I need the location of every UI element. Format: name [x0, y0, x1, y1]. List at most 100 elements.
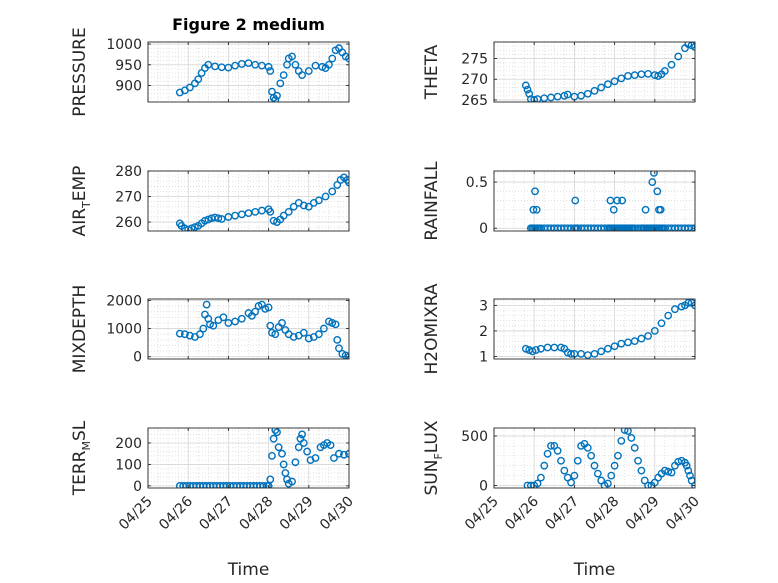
data-point	[604, 80, 612, 89]
data-point	[521, 81, 530, 90]
subplot-8: 0 500 04/25 04/26 04/27 04/28 04/29 04/30 SUNFLU…	[422, 420, 703, 580]
data-point	[335, 344, 343, 353]
data-point	[604, 479, 612, 488]
ylabel-part: THETA	[422, 44, 442, 100]
chart-title: Figure 2 medium	[172, 15, 325, 34]
ylabel-part: H2OMIXRA	[422, 283, 442, 374]
data-point	[644, 481, 652, 488]
ylabel: AIRTEMP	[70, 166, 93, 237]
data-point	[299, 201, 308, 210]
data-point	[291, 458, 300, 467]
data-point	[289, 202, 298, 211]
series-markers	[526, 171, 695, 231]
data-point	[530, 96, 539, 102]
data-point	[614, 451, 622, 460]
ytick-label: 0	[133, 479, 142, 495]
data-point	[331, 320, 340, 329]
data-point	[650, 327, 659, 335]
xlabel: Time	[573, 560, 616, 580]
data-point	[573, 456, 582, 465]
ytick-label: 1000	[106, 37, 142, 53]
data-point	[279, 460, 288, 469]
ytick-label: 200	[115, 436, 142, 452]
ylabel-part: MIXDEPTH	[70, 285, 90, 374]
data-point	[583, 89, 592, 98]
ytick-label: 2	[479, 324, 488, 340]
series-markers	[175, 173, 349, 231]
data-point	[294, 443, 303, 452]
subplot-3: 260 270 280 AIRTEMP	[70, 164, 350, 237]
ytick-label: 900	[115, 78, 142, 94]
data-point	[303, 447, 312, 456]
series-markers	[175, 44, 349, 102]
data-point	[610, 77, 619, 86]
subplot-2: 265 270 275 THETA	[422, 41, 696, 109]
ytick-label: 0	[133, 350, 142, 366]
data-point	[537, 473, 545, 482]
data-point	[648, 178, 657, 186]
data-point	[540, 461, 549, 470]
data-point	[571, 196, 580, 205]
data-point	[219, 313, 228, 322]
data-point	[567, 349, 575, 358]
ytick-label: 1000	[106, 322, 142, 338]
data-point	[523, 85, 532, 94]
data-point	[269, 434, 278, 443]
data-point	[175, 329, 184, 338]
data-point	[194, 75, 203, 84]
xtick-label: 04/26	[156, 493, 196, 533]
data-point	[324, 60, 333, 69]
data-point	[667, 468, 676, 477]
data-point	[609, 205, 618, 214]
subplot-1: 900 950 1000 PRESSURE Figure 2 medium	[70, 15, 350, 117]
data-point	[610, 461, 619, 470]
data-point	[577, 91, 585, 100]
data-point	[264, 62, 273, 71]
data-point	[180, 330, 189, 339]
data-point	[328, 54, 337, 63]
data-point	[199, 324, 208, 333]
data-point	[630, 443, 639, 452]
ylabel: PRESSURE	[70, 27, 90, 116]
data-point	[224, 63, 233, 72]
ylabel: MIXDEPTH	[70, 285, 90, 374]
data-point	[613, 196, 622, 205]
data-point	[311, 454, 320, 462]
data-point	[299, 439, 308, 447]
ytick-label: 0	[479, 221, 488, 237]
data-point	[644, 332, 652, 340]
subplot-4: 0 0.5 RAINFALL	[422, 161, 696, 241]
data-point	[202, 300, 211, 309]
data-point	[667, 60, 676, 69]
data-point	[531, 187, 539, 196]
xtick-label: 04/27	[542, 494, 582, 534]
data-point	[664, 467, 673, 476]
data-point	[620, 428, 629, 434]
data-point	[650, 171, 658, 177]
series-markers	[175, 428, 349, 488]
data-point	[590, 349, 599, 358]
data-point	[570, 471, 579, 480]
subplot-6: 1 2 3 H2OMIXRA	[422, 283, 696, 375]
ytick-label: 265	[461, 93, 488, 109]
xtick-label: 04/30	[663, 494, 703, 534]
ylabel-part: LUX	[422, 420, 442, 453]
data-point	[333, 335, 342, 344]
ytick-label: 0.5	[466, 175, 488, 191]
axes-box	[147, 427, 350, 489]
data-point	[543, 449, 552, 458]
xlabel: Time	[227, 560, 270, 580]
data-point	[217, 215, 226, 223]
data-point	[288, 477, 296, 486]
data-point	[597, 83, 606, 92]
xtick-label: 04/29	[623, 494, 663, 534]
ytick-label: 280	[115, 164, 142, 180]
data-point	[266, 207, 275, 216]
ytick-label: 3	[479, 298, 488, 314]
data-point	[618, 196, 627, 205]
data-point	[597, 347, 606, 356]
ytick-label: 260	[115, 215, 142, 231]
data-point	[231, 317, 240, 326]
data-point	[686, 471, 694, 480]
data-point	[314, 330, 323, 339]
